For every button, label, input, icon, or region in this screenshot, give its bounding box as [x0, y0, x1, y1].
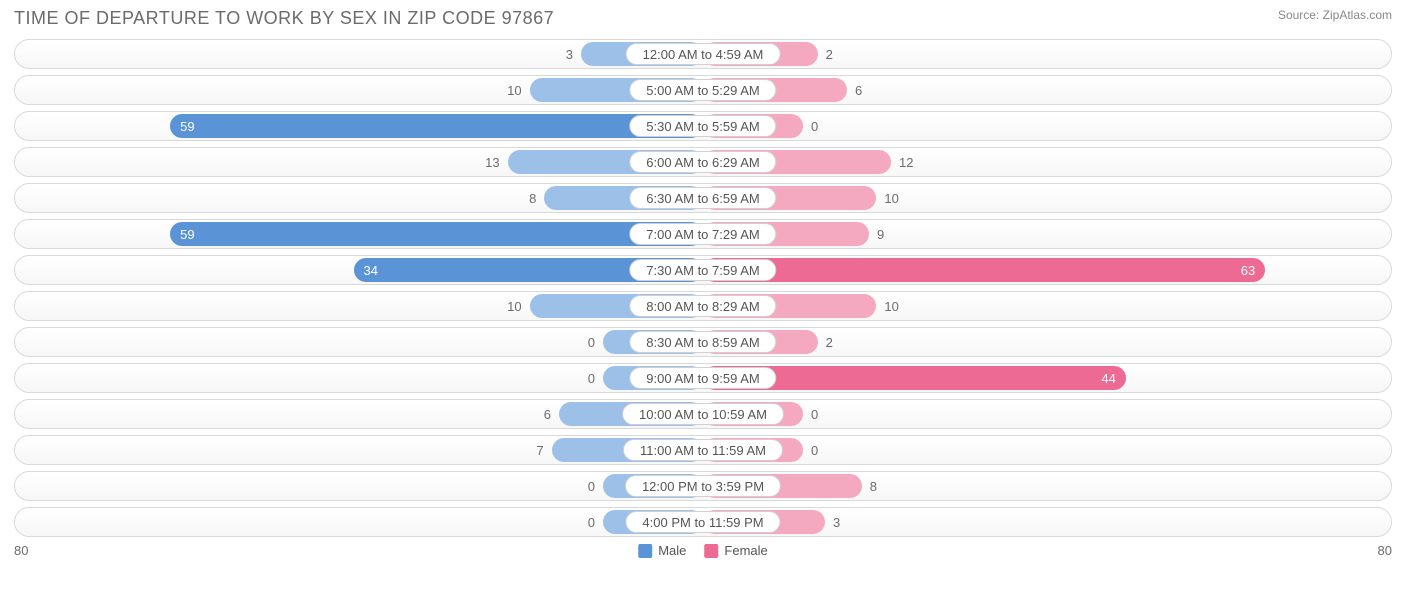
- source-attribution: Source: ZipAtlas.com: [1278, 8, 1392, 22]
- female-value: 2: [826, 330, 833, 354]
- category-label: 5:00 AM to 5:29 AM: [629, 79, 776, 101]
- male-value: 7: [536, 438, 543, 462]
- chart-row: 3 2 12:00 AM to 4:59 AM: [14, 39, 1392, 69]
- category-label: 7:00 AM to 7:29 AM: [629, 223, 776, 245]
- female-value: 3: [833, 510, 840, 534]
- category-label: 7:30 AM to 7:59 AM: [629, 259, 776, 281]
- female-value: 8: [870, 474, 877, 498]
- chart-row: 10 6 5:00 AM to 5:29 AM: [14, 75, 1392, 105]
- female-swatch: [704, 544, 718, 558]
- category-label: 6:00 AM to 6:29 AM: [629, 151, 776, 173]
- male-value: 3: [566, 42, 573, 66]
- male-value: 0: [588, 510, 595, 534]
- female-value: 9: [877, 222, 884, 246]
- legend-female: Female: [704, 543, 767, 558]
- legend-male-label: Male: [658, 543, 686, 558]
- category-label: 8:00 AM to 8:29 AM: [629, 295, 776, 317]
- category-label: 4:00 PM to 11:59 PM: [625, 511, 780, 533]
- female-value: 0: [811, 114, 818, 138]
- category-label: 11:00 AM to 11:59 AM: [623, 439, 783, 461]
- chart-row: 0 2 8:30 AM to 8:59 AM: [14, 327, 1392, 357]
- female-bar: 63: [703, 258, 1265, 282]
- male-bar: 59: [170, 222, 703, 246]
- category-label: 12:00 PM to 3:59 PM: [625, 475, 781, 497]
- female-value: 2: [826, 42, 833, 66]
- male-value: 10: [507, 78, 521, 102]
- chart-row: 10 10 8:00 AM to 8:29 AM: [14, 291, 1392, 321]
- male-value: 6: [544, 402, 551, 426]
- legend-female-label: Female: [724, 543, 767, 558]
- category-label: 6:30 AM to 6:59 AM: [629, 187, 776, 209]
- female-value: 10: [884, 294, 898, 318]
- chart-row: 6 0 10:00 AM to 10:59 AM: [14, 399, 1392, 429]
- chart-row: 0 3 4:00 PM to 11:59 PM: [14, 507, 1392, 537]
- chart-row: 8 10 6:30 AM to 6:59 AM: [14, 183, 1392, 213]
- chart-row: 7 0 11:00 AM to 11:59 AM: [14, 435, 1392, 465]
- diverging-bar-chart: 3 2 12:00 AM to 4:59 AM 10 6 5:00 AM to 5:29 …: [14, 39, 1392, 537]
- male-value: 8: [529, 186, 536, 210]
- male-swatch: [638, 544, 652, 558]
- male-value: 0: [588, 330, 595, 354]
- chart-footer: 80 Male Female 80: [14, 543, 1392, 558]
- chart-row: 59 0 5:30 AM to 5:59 AM: [14, 111, 1392, 141]
- category-label: 5:30 AM to 5:59 AM: [629, 115, 776, 137]
- chart-row: 0 8 12:00 PM to 3:59 PM: [14, 471, 1392, 501]
- axis-max-right: 80: [1378, 543, 1392, 558]
- category-label: 10:00 AM to 10:59 AM: [622, 403, 784, 425]
- female-value: 6: [855, 78, 862, 102]
- female-value: 0: [811, 438, 818, 462]
- male-value: 10: [507, 294, 521, 318]
- female-value: 12: [899, 150, 913, 174]
- legend-male: Male: [638, 543, 686, 558]
- chart-row: 34637:30 AM to 7:59 AM: [14, 255, 1392, 285]
- chart-title: TIME OF DEPARTURE TO WORK BY SEX IN ZIP …: [14, 8, 554, 29]
- male-value: 0: [588, 366, 595, 390]
- category-label: 12:00 AM to 4:59 AM: [626, 43, 781, 65]
- male-value: 0: [588, 474, 595, 498]
- chart-row: 0449:00 AM to 9:59 AM: [14, 363, 1392, 393]
- category-label: 9:00 AM to 9:59 AM: [629, 367, 776, 389]
- male-value: 13: [485, 150, 499, 174]
- female-value: 10: [884, 186, 898, 210]
- male-bar: 59: [170, 114, 703, 138]
- axis-max-left: 80: [14, 543, 28, 558]
- female-value: 0: [811, 402, 818, 426]
- legend: Male Female: [638, 543, 768, 558]
- chart-row: 13 12 6:00 AM to 6:29 AM: [14, 147, 1392, 177]
- chart-row: 59 9 7:00 AM to 7:29 AM: [14, 219, 1392, 249]
- category-label: 8:30 AM to 8:59 AM: [629, 331, 776, 353]
